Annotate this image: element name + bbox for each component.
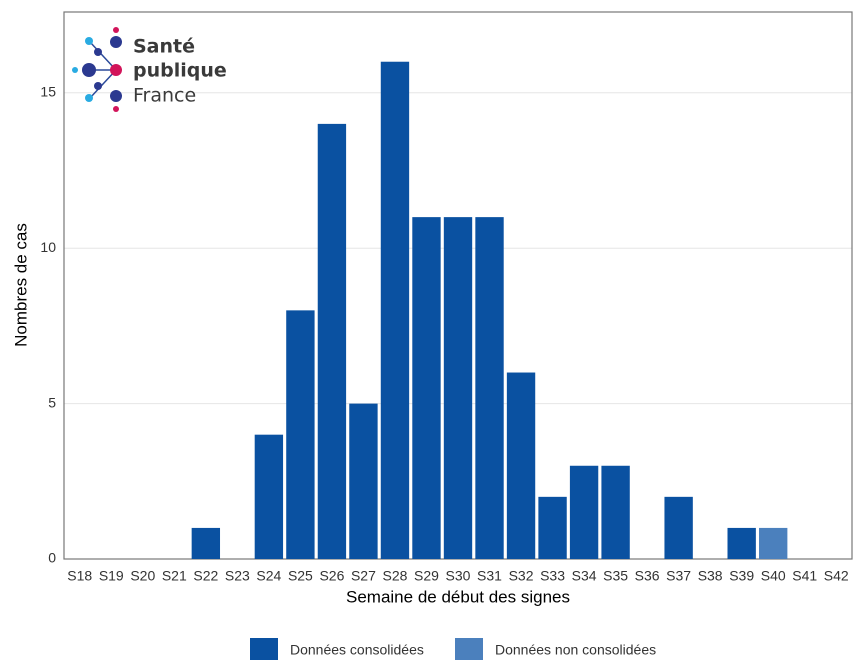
x-tick-label: S34 <box>572 568 597 584</box>
bar <box>569 465 599 559</box>
y-axis-title: Nombres de cas <box>11 223 30 347</box>
bar <box>759 527 788 559</box>
x-tick-label: S37 <box>666 568 691 584</box>
x-tick-label: S33 <box>540 568 565 584</box>
bar <box>601 465 630 559</box>
bar <box>727 527 756 559</box>
bar <box>317 123 347 560</box>
legend-swatch <box>250 638 278 660</box>
x-tick-label: S36 <box>635 568 660 584</box>
x-tick-label: S31 <box>477 568 502 584</box>
x-tick-label: S35 <box>603 568 628 584</box>
x-tick-label: S41 <box>792 568 817 584</box>
bar <box>412 217 441 559</box>
legend-swatch <box>455 638 483 660</box>
y-tick-label: 10 <box>40 239 56 255</box>
logo-text: publique <box>133 60 227 82</box>
x-tick-label: S38 <box>698 568 723 584</box>
x-tick-label: S32 <box>509 568 534 584</box>
bar <box>380 61 410 560</box>
legend-label: Données non consolidées <box>495 642 656 658</box>
logo-text: France <box>133 85 196 107</box>
logo-text: Santé <box>133 36 195 58</box>
x-tick-label: S40 <box>761 568 786 584</box>
bar <box>254 434 284 559</box>
y-tick-label: 5 <box>48 394 56 410</box>
x-tick-label: S20 <box>130 568 155 584</box>
y-tick-label: 15 <box>40 84 56 100</box>
x-tick-label: S25 <box>288 568 313 584</box>
x-tick-label: S19 <box>99 568 124 584</box>
y-tick-label: 0 <box>48 550 56 566</box>
bar <box>349 403 378 559</box>
x-tick-label: S42 <box>824 568 849 584</box>
bar <box>475 217 504 559</box>
x-tick-label: S26 <box>319 568 344 584</box>
x-tick-label: S28 <box>382 568 407 584</box>
x-tick-label: S39 <box>729 568 754 584</box>
bar <box>664 496 693 559</box>
x-tick-label: S29 <box>414 568 439 584</box>
x-tick-label: S22 <box>193 568 218 584</box>
bar <box>286 310 315 559</box>
x-tick-label: S24 <box>256 568 281 584</box>
x-tick-label: S21 <box>162 568 187 584</box>
x-tick-label: S27 <box>351 568 376 584</box>
x-tick-label: S18 <box>67 568 92 584</box>
bar <box>443 217 473 559</box>
x-tick-label: S23 <box>225 568 250 584</box>
x-tick-label: S30 <box>446 568 471 584</box>
bar <box>538 496 567 559</box>
legend-label: Données consolidées <box>290 642 424 658</box>
bar <box>506 372 536 559</box>
x-axis-title: Semaine de début des signes <box>346 587 570 606</box>
logo: Santé publique France <box>72 27 227 112</box>
bar <box>191 527 221 559</box>
